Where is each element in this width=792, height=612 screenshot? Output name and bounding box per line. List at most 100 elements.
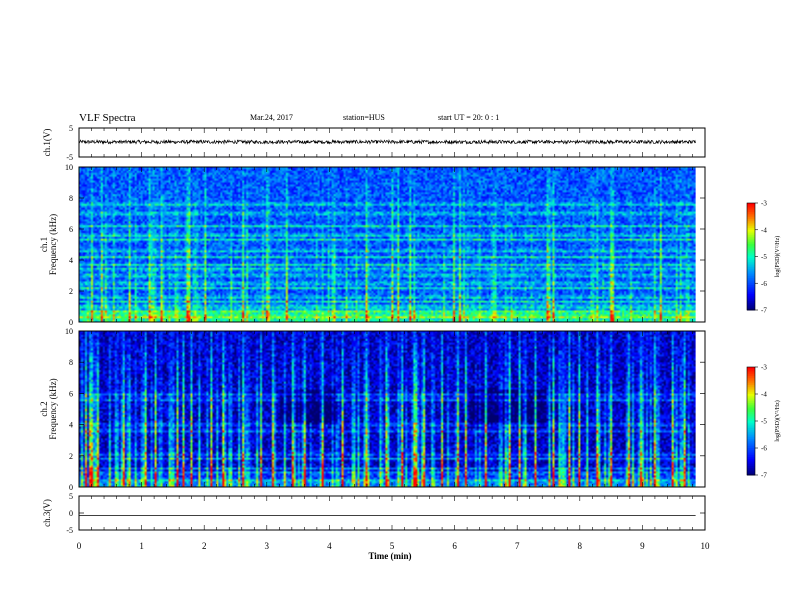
ch1-spectrogram-colorbar-segment <box>747 274 755 277</box>
ch2-spectrogram-colorbar-segment <box>747 401 755 404</box>
ch2-spectrogram-colorbar-segment <box>747 377 755 381</box>
ch1-waveform-y-tick-label: -5 <box>66 153 73 162</box>
ch2-spectrogram-y-tick-label: 0 <box>69 483 73 492</box>
ch1-spectrogram-colorbar-segment <box>747 203 755 206</box>
ch2-spectrogram-colorbar-segment <box>747 458 755 462</box>
ch2-spectrogram-colorbar-segment <box>747 451 755 454</box>
ch1-spectrogram-colorbar-segment <box>747 211 755 215</box>
ch3-waveform-y-tick-label: -5 <box>66 526 73 535</box>
ch1-spectrogram-colorbar-segment <box>747 245 755 249</box>
ch1-spectrogram-colorbar-segment <box>747 256 755 259</box>
ch2-spectrogram-colorbar-segment <box>747 422 755 426</box>
ch2-spectrogram-colorbar-segment <box>747 367 755 370</box>
ch2-spectrogram-y-tick-label: 6 <box>69 389 73 398</box>
ch2-spectrogram-colorbar-segment <box>747 431 755 435</box>
ch2-spectrogram-colorbar-tick-label: -6 <box>761 445 767 453</box>
ch2-spectrogram-y-tick-label: 4 <box>69 421 73 430</box>
ch2-spectrogram-colorbar-segment <box>747 433 755 436</box>
ch2-spectrogram-y-tick-label: 8 <box>69 358 73 367</box>
ch1-spectrogram-colorbar-segment <box>747 283 755 286</box>
ch2-spectrogram-colorbar-segment <box>747 466 755 469</box>
ch1-spectrogram-ylabel-2: Frequency (kHz) <box>48 214 58 275</box>
x-tick-label: 9 <box>640 541 645 551</box>
ch1-spectrogram-colorbar-segment <box>747 204 755 208</box>
ch2-spectrogram-ylabel-2: Frequency (kHz) <box>48 378 58 439</box>
ch1-waveform-trace <box>78 138 696 145</box>
ch1-spectrogram-colorbar-label: log(PSD)(V²/Hz) <box>774 236 781 277</box>
ch1-spectrogram-colorbar-segment <box>747 306 755 309</box>
ch2-spectrogram-colorbar-segment <box>747 395 755 399</box>
ch1-spectrogram-colorbar-segment <box>747 210 755 213</box>
ch1-spectrogram-colorbar-segment <box>747 286 755 290</box>
ch2-spectrogram-colorbar-segment <box>747 403 755 406</box>
ch1-spectrogram-colorbar-segment <box>747 226 755 229</box>
ch2-spectrogram-colorbar-segment <box>747 415 755 418</box>
ch1-spectrogram-colorbar-segment <box>747 272 755 275</box>
ch2-spectrogram-colorbar <box>747 367 755 476</box>
ch2-spectrogram-colorbar-segment <box>747 374 755 377</box>
ch1-spectrogram-colorbar-segment <box>747 292 755 295</box>
ch1-spectrogram-ylabel-1: ch.1 <box>39 237 49 252</box>
x-tick-label: 10 <box>701 541 711 551</box>
x-tick-label: 1 <box>139 541 144 551</box>
ch2-spectrogram-colorbar-segment <box>747 399 755 402</box>
ch2-spectrogram-colorbar-segment <box>747 457 755 460</box>
ch1-spectrogram-colorbar-segment <box>747 252 755 256</box>
ch2-spectrogram-colorbar-segment <box>747 370 755 373</box>
ch1-spectrogram-colorbar-segment <box>747 229 755 233</box>
ch1-spectrogram-colorbar-segment <box>747 268 755 272</box>
ch1-spectrogram-y-tick-label: 10 <box>65 163 73 172</box>
ch1-spectrogram-colorbar-segment <box>747 267 755 270</box>
ch1-spectrogram-colorbar-segment <box>747 308 755 311</box>
ch1-spectrogram-colorbar-segment <box>747 254 755 257</box>
x-tick-label: 2 <box>202 541 207 551</box>
x-axis-label: Time (min) <box>368 551 411 561</box>
ch2-spectrogram-colorbar-segment <box>747 368 755 372</box>
ch1-spectrogram-colorbar-segment <box>747 242 755 245</box>
ch2-spectrogram-colorbar-segment <box>747 455 755 458</box>
x-tick-label: 7 <box>515 541 520 551</box>
x-tick-label: 3 <box>265 541 270 551</box>
ch2-spectrogram-colorbar-segment <box>747 430 755 433</box>
ch2-spectrogram-colorbar-segment <box>747 426 755 429</box>
ch2-spectrogram-colorbar-tick-label: -4 <box>761 391 767 399</box>
ch1-spectrogram-colorbar-tick-label: -7 <box>761 307 767 315</box>
ch2-spectrogram-colorbar-segment <box>747 473 755 476</box>
ch1-spectrogram-colorbar-segment <box>747 251 755 254</box>
ch2-spectrogram-colorbar-segment <box>747 419 755 422</box>
ch2-spectrogram-colorbar-segment <box>747 408 755 411</box>
chart-title: VLF Spectra <box>79 112 136 124</box>
ch2-spectrogram-colorbar-segment <box>747 449 755 453</box>
ch2-spectrogram-colorbar-segment <box>747 390 755 393</box>
ch2-spectrogram-colorbar-segment <box>747 448 755 451</box>
ch2-spectrogram-colorbar-segment <box>747 471 755 474</box>
ch2-spectrogram-colorbar-segment <box>747 428 755 431</box>
ch1-spectrogram-y-tick-label: 6 <box>69 225 73 234</box>
ch1-spectrogram-colorbar-segment <box>747 299 755 302</box>
ch1-spectrogram-colorbar-segment <box>747 238 755 241</box>
ch1-spectrogram-colorbar-segment <box>747 224 755 227</box>
ch1-spectrogram-colorbar-segment <box>747 222 755 225</box>
ch1-spectrogram-colorbar-segment <box>747 258 755 261</box>
station-label: station=HUS <box>343 113 385 122</box>
ch1-spectrogram-colorbar-segment <box>747 288 755 291</box>
ch1-spectrogram-colorbar-segment <box>747 270 755 274</box>
ch2-spectrogram-colorbar-segment <box>747 412 755 415</box>
ch1-spectrogram-colorbar-segment <box>747 244 755 247</box>
ch1-spectrogram-colorbar-segment <box>747 219 755 222</box>
ch2-spectrogram-colorbar-segment <box>747 464 755 467</box>
ch1-spectrogram-colorbar <box>747 203 755 311</box>
ch1-spectrogram-colorbar-segment <box>747 302 755 306</box>
ch1-spectrogram-y-tick-label: 8 <box>69 194 73 203</box>
ch1-waveform-ylabel-1: ch.1(V) <box>42 129 52 157</box>
ch1-spectrogram-colorbar-tick-label: -4 <box>761 226 767 234</box>
ch1-spectrogram-colorbar-segment <box>747 233 755 236</box>
ch2-spectrogram-colorbar-segment <box>747 442 755 445</box>
ch3-waveform-frame <box>78 495 706 531</box>
ch2-spectrogram-y-tick-label: 10 <box>65 327 73 336</box>
ch1-spectrogram-colorbar-segment <box>747 304 755 307</box>
ch2-spectrogram-colorbar-segment <box>747 424 755 427</box>
x-tick-label: 0 <box>77 541 82 551</box>
ch1-spectrogram-colorbar-segment <box>747 261 755 265</box>
